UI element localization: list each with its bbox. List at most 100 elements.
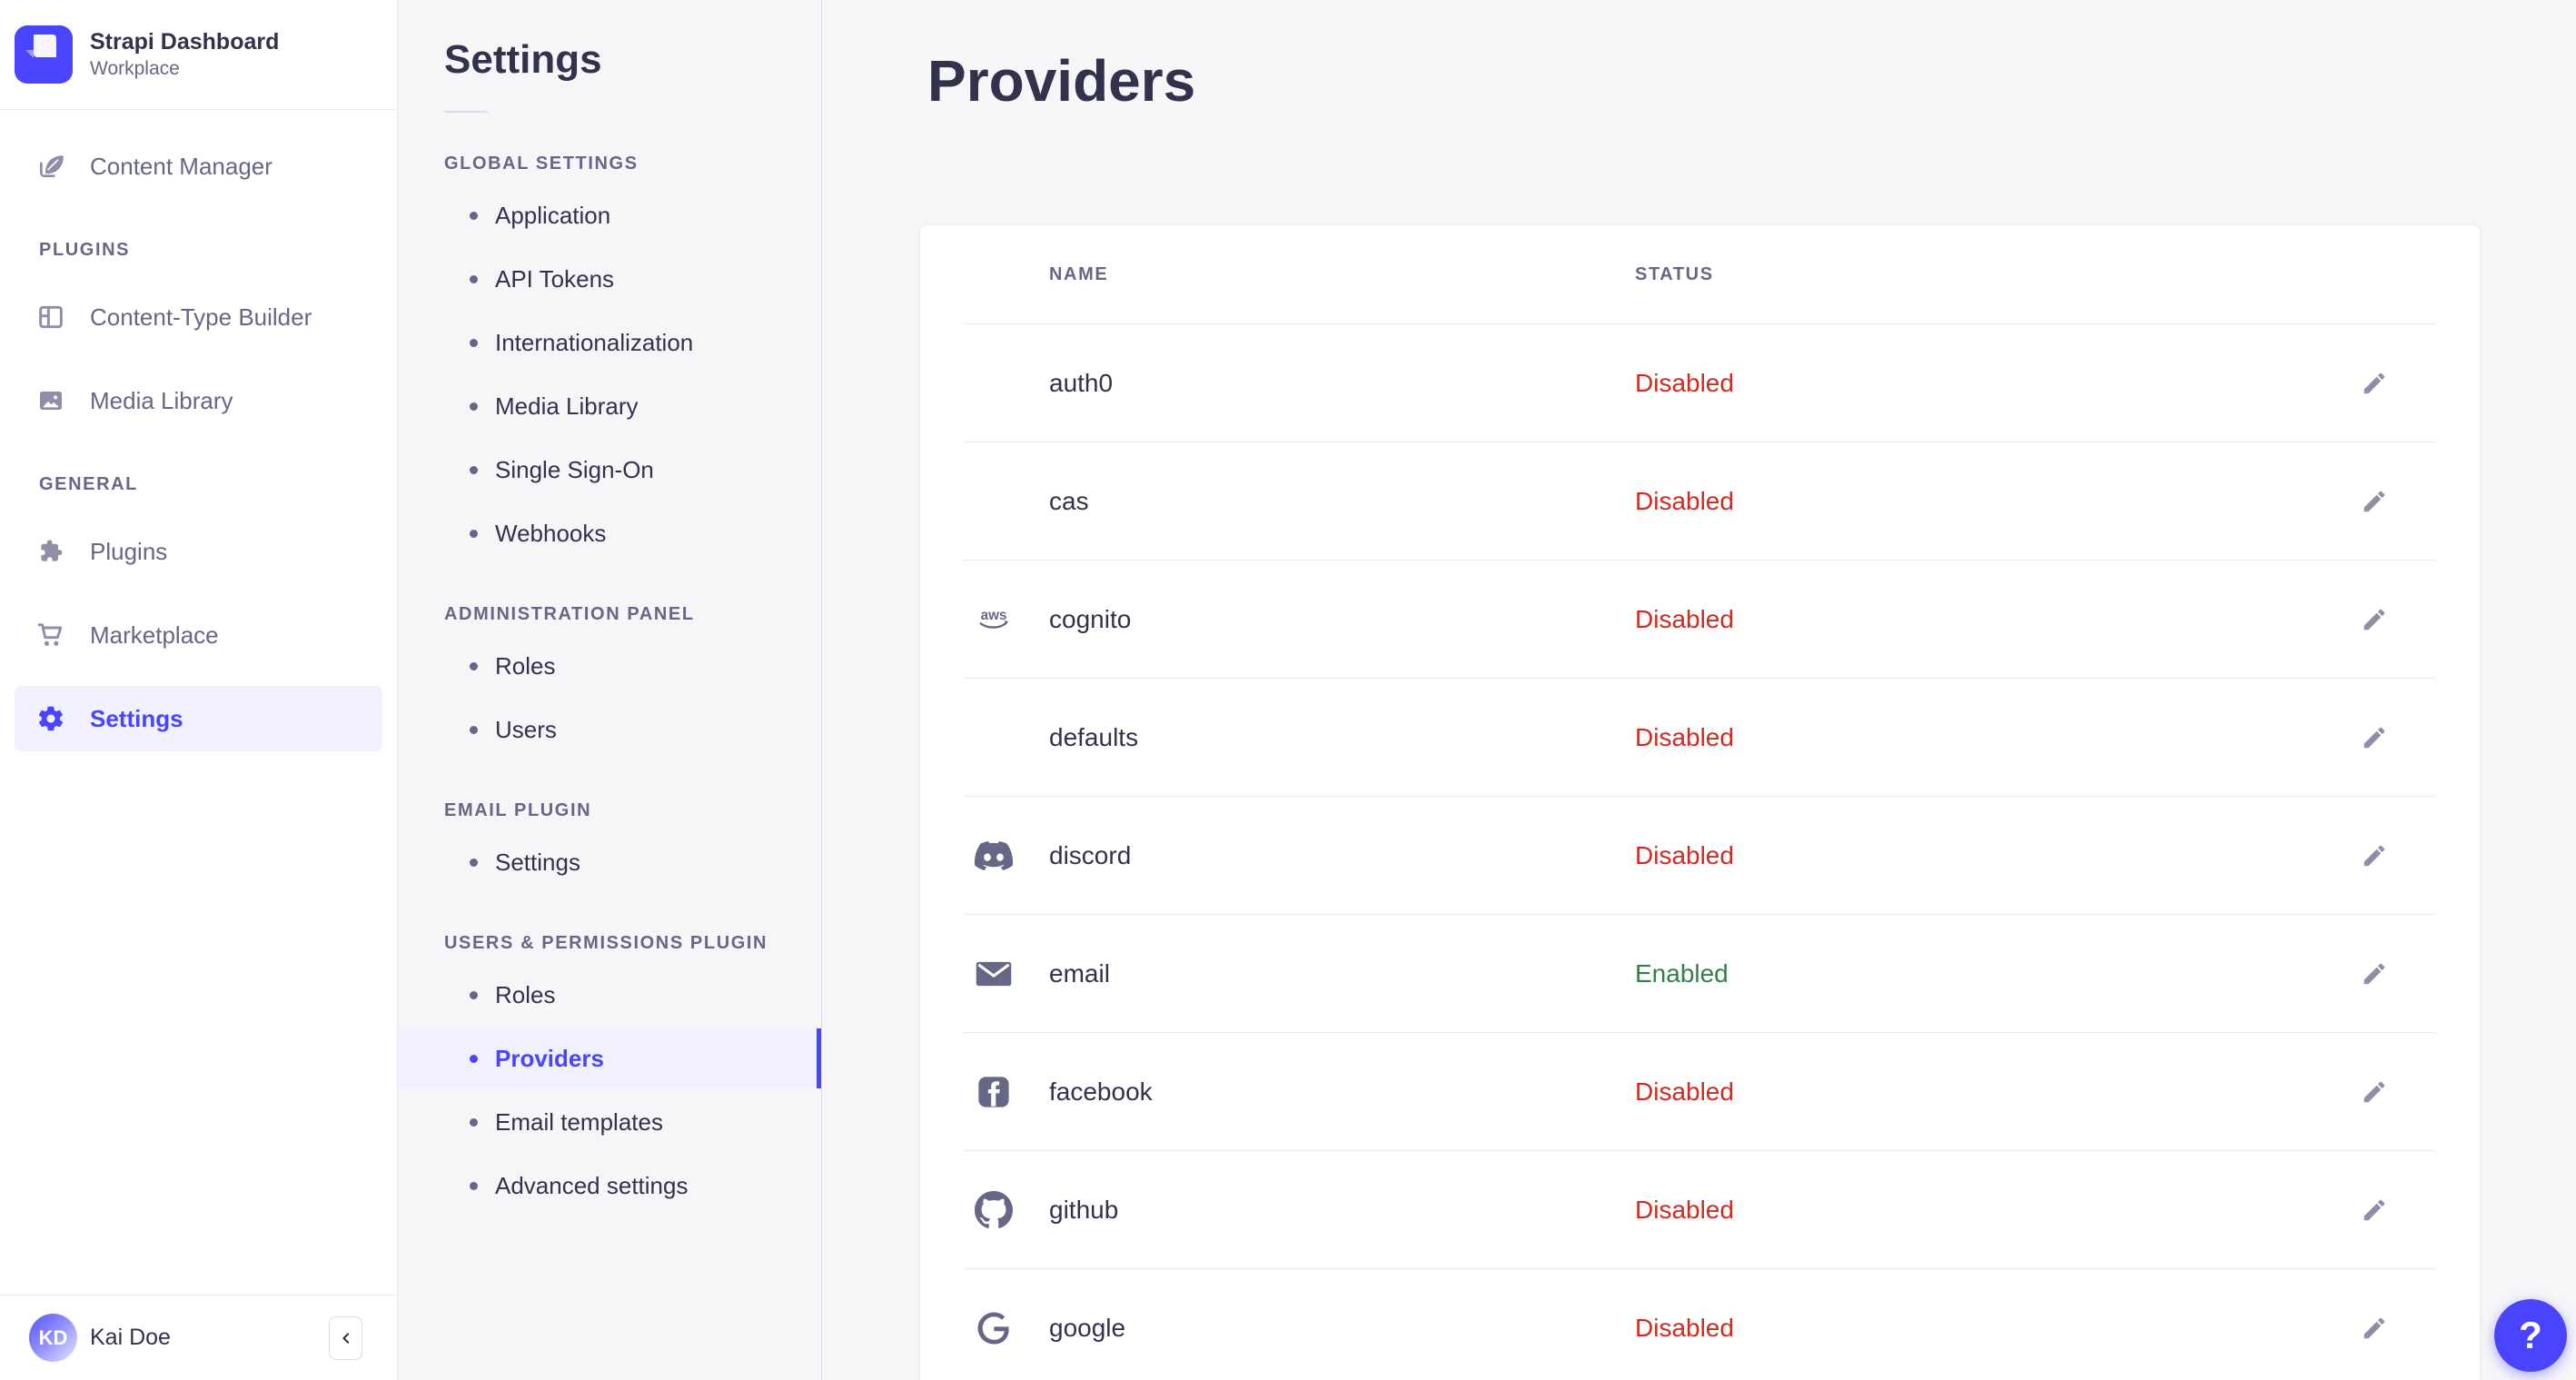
sidebar-item-media-library[interactable]: Media Library xyxy=(15,368,382,433)
settings-subnav: Settings GLOBAL SETTINGS Application API… xyxy=(398,0,822,1380)
subnav-item-application[interactable]: Application xyxy=(398,185,821,245)
provider-status: Disabled xyxy=(1635,487,1734,515)
provider-name: auth0 xyxy=(1049,369,1114,397)
subnav-group: EMAIL PLUGIN Settings xyxy=(398,799,821,892)
nav-item-label: Content-Type Builder xyxy=(90,303,312,331)
nav-item-label: Content Manager xyxy=(90,152,272,180)
subnav-item-users[interactable]: Users xyxy=(398,700,821,759)
column-header-status: STATUS xyxy=(1635,264,1714,284)
subnav-item-media-library[interactable]: Media Library xyxy=(398,376,821,436)
provider-status: Disabled xyxy=(1635,1196,1734,1224)
provider-row-email[interactable]: email Enabled xyxy=(920,915,2480,1033)
provider-status: Disabled xyxy=(1635,723,1734,751)
envelope-icon xyxy=(975,955,1013,993)
user-menu[interactable]: KD Kai Doe xyxy=(29,1314,171,1362)
provider-row-facebook[interactable]: facebook Disabled xyxy=(920,1033,2480,1151)
provider-row-discord[interactable]: discord Disabled xyxy=(920,797,2480,915)
provider-status: Disabled xyxy=(1635,605,1734,633)
sidebar-item-marketplace[interactable]: Marketplace xyxy=(15,602,382,668)
edit-provider-button[interactable] xyxy=(2354,482,2394,521)
subnav-item-advanced-settings[interactable]: Advanced settings xyxy=(398,1156,821,1216)
edit-provider-button[interactable] xyxy=(2354,1190,2394,1230)
user-name: Kai Doe xyxy=(90,1325,171,1350)
sidebar-item-content-type-builder[interactable]: Content-Type Builder xyxy=(15,284,382,350)
sidebar-item-settings[interactable]: Settings xyxy=(15,686,382,751)
subnav-item-label: Users xyxy=(495,715,557,743)
provider-name: email xyxy=(1049,959,1110,988)
pencil-icon xyxy=(2361,1196,2388,1224)
discord-icon xyxy=(975,837,1013,875)
edit-provider-button[interactable] xyxy=(2354,718,2394,758)
strapi-logo-icon xyxy=(15,25,73,84)
provider-status: Disabled xyxy=(1635,841,1734,869)
bullet-icon xyxy=(470,211,478,220)
provider-name: discord xyxy=(1049,841,1132,869)
subnav-group-heading: EMAIL PLUGIN xyxy=(444,800,592,820)
subnav-item-label: Email templates xyxy=(495,1107,663,1136)
pencil-icon xyxy=(2361,606,2388,633)
edit-provider-button[interactable] xyxy=(2354,363,2394,403)
subnav-item-internationalization[interactable]: Internationalization xyxy=(398,313,821,372)
subnav-group-items: Roles Providers Email templates Advanced… xyxy=(398,965,821,1216)
provider-name: defaults xyxy=(1049,723,1139,751)
provider-row-github[interactable]: github Disabled xyxy=(920,1151,2480,1269)
collapse-sidebar-button[interactable] xyxy=(329,1315,362,1360)
sidebar-item-content-manager[interactable]: Content Manager xyxy=(15,134,382,199)
nav-section: GENERAL Plugins Marketplace Settings xyxy=(15,473,382,751)
edit-provider-button[interactable] xyxy=(2354,1072,2394,1112)
chevron-left-icon xyxy=(337,1329,355,1347)
edit-provider-button[interactable] xyxy=(2354,1308,2394,1348)
subnav-item-email-templates[interactable]: Email templates xyxy=(398,1092,821,1152)
pencil-icon xyxy=(2361,370,2388,397)
bullet-icon xyxy=(470,529,478,538)
subnav-item-api-tokens[interactable]: API Tokens xyxy=(398,249,821,309)
bullet-icon xyxy=(470,1181,478,1190)
provider-row-auth0[interactable]: auth0 Disabled xyxy=(920,324,2480,442)
provider-status: Enabled xyxy=(1635,959,1729,988)
nav-item-label: Plugins xyxy=(90,537,168,565)
subnav-item-label: API Tokens xyxy=(495,264,615,293)
help-button[interactable]: ? xyxy=(2494,1299,2567,1372)
subnav-item-providers[interactable]: Providers xyxy=(398,1028,821,1088)
bullet-icon xyxy=(470,402,478,411)
nav-item-label: Marketplace xyxy=(90,621,219,649)
edit-provider-button[interactable] xyxy=(2354,836,2394,876)
provider-name: cas xyxy=(1049,487,1089,515)
image-icon xyxy=(36,386,65,415)
provider-name: github xyxy=(1049,1196,1119,1224)
subnav-item-label: Roles xyxy=(495,980,556,1008)
edit-provider-button[interactable] xyxy=(2354,954,2394,994)
subnav-group-heading: ADMINISTRATION PANEL xyxy=(444,604,695,624)
provider-row-defaults[interactable]: defaults Disabled xyxy=(920,679,2480,797)
provider-name: google xyxy=(1049,1314,1126,1342)
pencil-icon xyxy=(2361,724,2388,751)
table-header-row: NAME STATUS xyxy=(920,225,2480,324)
bullet-icon xyxy=(470,661,478,670)
sidebar-item-plugins[interactable]: Plugins xyxy=(15,519,382,584)
provider-row-cas[interactable]: cas Disabled xyxy=(920,442,2480,561)
subnav-group: USERS & PERMISSIONS PLUGIN Roles Provide… xyxy=(398,932,821,1216)
gear-icon xyxy=(36,704,65,733)
subnav-item-single-sign-on[interactable]: Single Sign-On xyxy=(398,440,821,500)
pencil-icon xyxy=(2361,1315,2388,1342)
nav-section: PLUGINS Content-Type Builder Media Libra… xyxy=(15,239,382,433)
providers-table-card: NAME STATUS auth0 Disabled cas Disabled … xyxy=(920,225,2480,1380)
subnav-group-items: Settings xyxy=(398,832,821,892)
provider-row-google[interactable]: google Disabled xyxy=(920,1269,2480,1380)
subnav-groups: GLOBAL SETTINGS Application API Tokens I… xyxy=(398,153,821,1216)
subnav-item-label: Providers xyxy=(495,1044,604,1072)
subnav-item-label: Media Library xyxy=(495,392,639,420)
bullet-icon xyxy=(470,990,478,999)
puzzle-icon xyxy=(36,537,65,566)
subnav-item-roles[interactable]: Roles xyxy=(398,636,821,696)
provider-row-cognito[interactable]: cognito Disabled xyxy=(920,561,2480,679)
subnav-item-roles[interactable]: Roles xyxy=(398,965,821,1025)
subnav-item-settings[interactable]: Settings xyxy=(398,832,821,892)
main-nav: Content Manager PLUGINS Content-Type Bui… xyxy=(0,110,397,1295)
workspace-brand[interactable]: Strapi Dashboard Workplace xyxy=(0,0,397,110)
nav-section: Content Manager xyxy=(15,134,382,199)
subnav-item-webhooks[interactable]: Webhooks xyxy=(398,503,821,563)
nav-item-label: Media Library xyxy=(90,386,233,414)
edit-provider-button[interactable] xyxy=(2354,600,2394,640)
subnav-item-label: Advanced settings xyxy=(495,1171,689,1199)
